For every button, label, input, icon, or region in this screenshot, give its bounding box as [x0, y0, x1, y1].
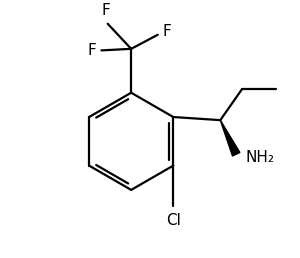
Polygon shape [220, 120, 240, 156]
Text: F: F [163, 24, 171, 39]
Text: NH₂: NH₂ [246, 150, 274, 165]
Text: F: F [88, 43, 97, 58]
Text: F: F [102, 3, 110, 18]
Text: Cl: Cl [166, 213, 181, 228]
